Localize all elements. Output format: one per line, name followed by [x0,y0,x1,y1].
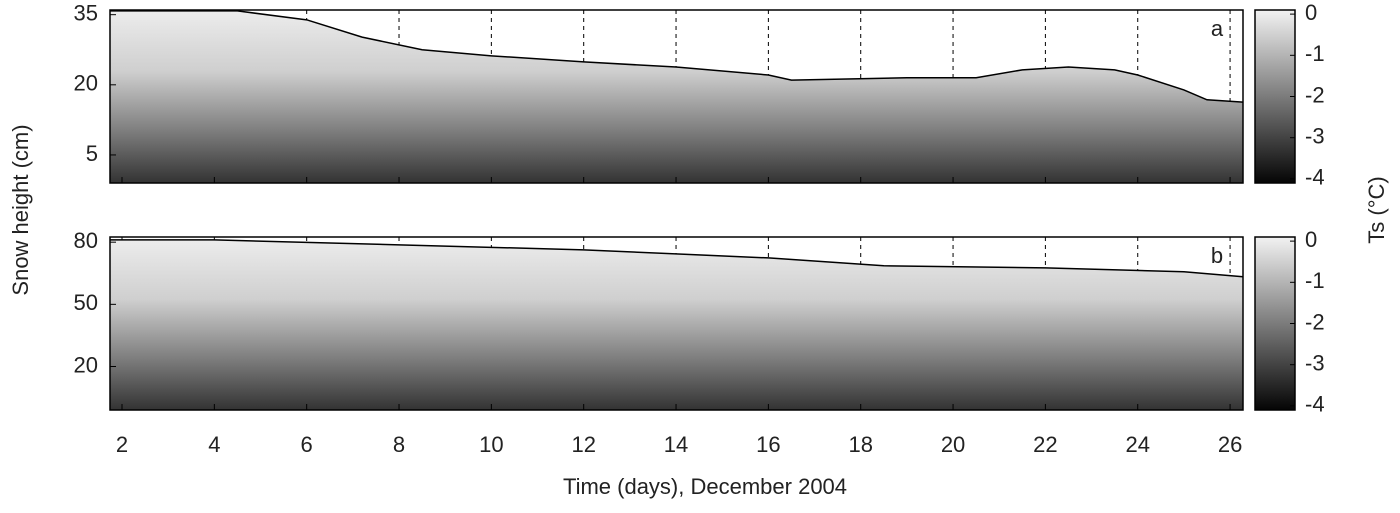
x-tick-label: 14 [664,432,688,457]
colorbar-tick-label: -4 [1305,165,1325,190]
colorbar-tick-label: -4 [1305,392,1325,417]
x-tick-label: 12 [571,432,595,457]
y-tick-label: 20 [74,352,98,377]
snow-surface-line [110,10,1244,103]
colorbar [1254,236,1296,411]
colorbar-tick-label: 0 [1305,0,1317,25]
y-tick-label: 80 [74,228,98,253]
x-tick-label: 20 [941,432,965,457]
y-tick-label: 35 [74,0,98,25]
y-tick-label: 50 [74,290,98,315]
y-axis-label: Snow height (cm) [8,124,33,295]
x-tick-label: 6 [301,432,313,457]
colorbar-tick-label: -1 [1305,268,1325,293]
x-tick-label: 26 [1218,432,1242,457]
y-tick-label: 5 [86,141,98,166]
colorbar-tick-label: -2 [1305,82,1325,107]
x-axis-label: Time (days), December 2004 [563,474,847,499]
colorbar-tick-label: 0 [1305,227,1317,252]
colorbar-label: Ts (°C) [1364,176,1389,243]
colorbar-tick-label: -3 [1305,351,1325,376]
x-tick-label: 24 [1125,432,1149,457]
panel-label: a [1211,16,1224,41]
snow-surface-line [110,239,1244,278]
x-tick-label: 2 [116,432,128,457]
colorbar-tick-label: -2 [1305,309,1325,334]
x-tick-label: 18 [848,432,872,457]
colorbar-tick-label: -3 [1305,124,1325,149]
x-tick-label: 16 [756,432,780,457]
temperature-field [110,239,1243,410]
x-tick-label: 22 [1033,432,1057,457]
x-tick-label: 10 [479,432,503,457]
x-tick-label: 4 [208,432,220,457]
x-tick-label: 8 [393,432,405,457]
temperature-field [110,10,1243,183]
y-tick-label: 20 [74,71,98,96]
colorbar [1254,9,1296,184]
colorbar-tick-label: -1 [1305,41,1325,66]
panel-label: b [1211,243,1223,268]
